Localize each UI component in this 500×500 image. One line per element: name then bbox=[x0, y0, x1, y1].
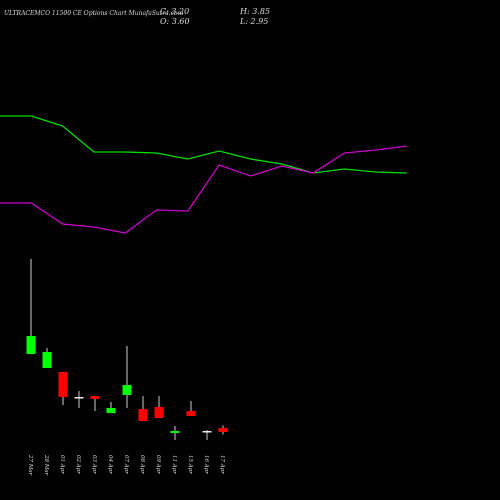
candle-body bbox=[42, 352, 52, 368]
candle-body bbox=[74, 397, 84, 399]
ohlc-label: H: 3.85 bbox=[239, 7, 270, 16]
candle-body bbox=[90, 396, 100, 399]
x-tick-label: 08 Apr bbox=[139, 455, 145, 474]
x-tick-label: 09 Apr bbox=[155, 455, 161, 474]
x-tick-label: 02 Apr bbox=[75, 455, 81, 474]
x-tick-label: 27 Mar bbox=[27, 454, 33, 476]
candle-body bbox=[58, 372, 68, 397]
ohlc-label: C: 3.20 bbox=[160, 7, 189, 16]
x-tick-label: 16 Apr bbox=[203, 455, 209, 474]
candle-body bbox=[138, 409, 148, 421]
x-tick-label: 07 Apr bbox=[123, 455, 129, 474]
candle-body bbox=[170, 431, 180, 433]
x-tick-label: 11 Apr bbox=[171, 455, 177, 474]
candle-body bbox=[202, 431, 212, 433]
indicator-line bbox=[0, 145, 408, 234]
x-tick-label: 15 Apr bbox=[187, 455, 193, 474]
ohlc-label: L: 2.95 bbox=[239, 17, 268, 26]
indicator-line bbox=[0, 115, 408, 174]
candle-body bbox=[26, 336, 36, 354]
x-tick-label: 04 Apr bbox=[107, 455, 113, 474]
ohlc-label: O: 3.60 bbox=[160, 17, 190, 26]
x-tick-label: 17 Apr bbox=[219, 455, 225, 474]
candle-body bbox=[154, 407, 164, 418]
candle-body bbox=[122, 385, 132, 395]
candle-body bbox=[186, 411, 196, 416]
x-tick-label: 01 Apr bbox=[59, 455, 65, 474]
x-tick-label: 28 Mar bbox=[43, 454, 49, 476]
candle-body bbox=[218, 428, 228, 432]
candle-body bbox=[106, 408, 116, 413]
x-tick-label: 03 Apr bbox=[91, 455, 97, 474]
chart-title: ULTRACEMCO 11500 CE Options Chart Munafa… bbox=[4, 10, 184, 17]
